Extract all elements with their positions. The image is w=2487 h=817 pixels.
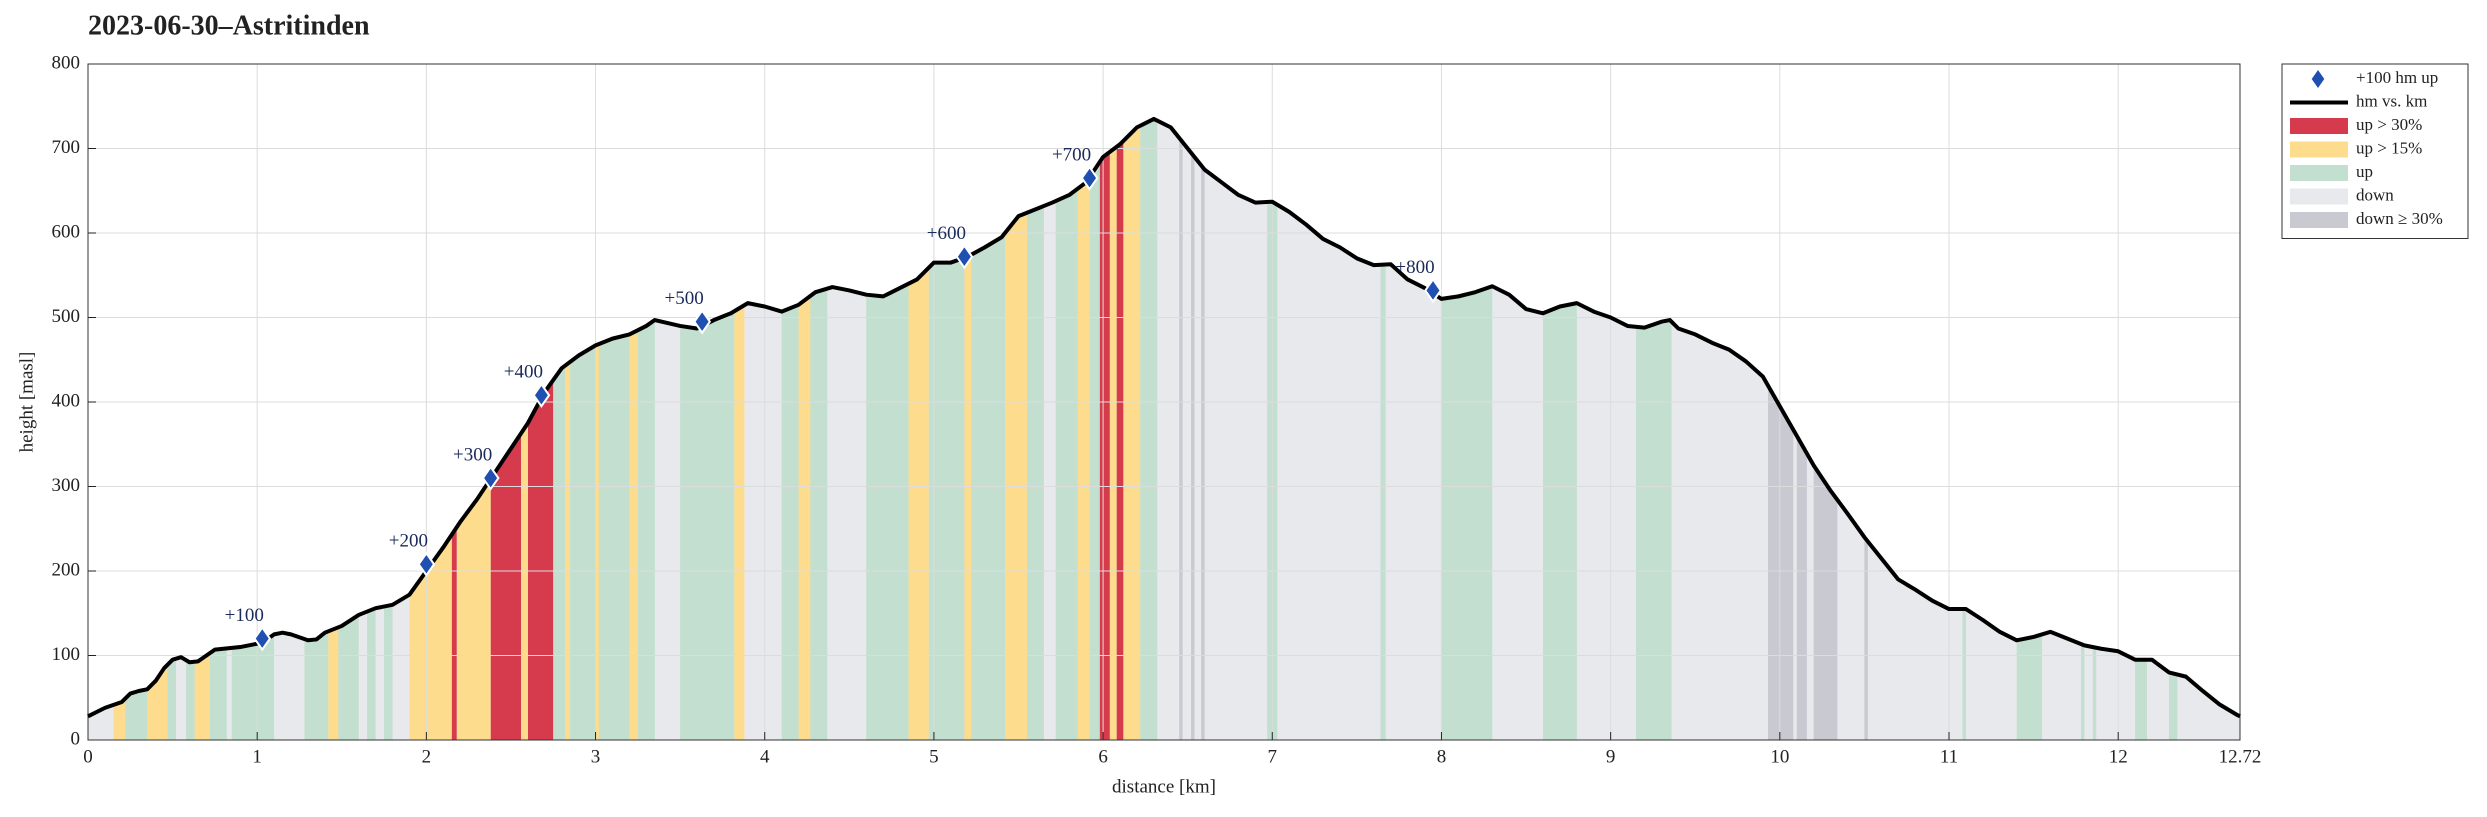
marker — [693, 308, 712, 335]
x-tick-label: 1 — [252, 746, 262, 767]
band — [1089, 118, 1100, 740]
band — [798, 118, 811, 740]
x-tick-label: 6 — [1098, 746, 1108, 767]
band — [1140, 118, 1158, 740]
band — [565, 118, 571, 740]
x-tick-label: 12.72 — [2219, 746, 2262, 767]
band — [553, 118, 566, 740]
legend-label: down — [2356, 185, 2394, 204]
marker-label: +300 — [453, 444, 492, 465]
x-tick-label: 10 — [1770, 746, 1789, 767]
x-tick-label: 11 — [1940, 746, 1958, 767]
band — [1380, 118, 1386, 740]
y-tick-label: 200 — [52, 559, 81, 580]
band — [964, 118, 972, 740]
foreground: 0 1 2 3 4 5 6 7 8 9 10 11 12 12.720100200300400500600… — [52, 52, 2469, 767]
axes-box — [87, 63, 2241, 741]
legend-label: up > 15% — [2356, 138, 2422, 157]
x-tick-label: 5 — [929, 746, 939, 767]
band — [595, 118, 599, 740]
profile-line — [87, 116, 2241, 719]
marker-label: +600 — [927, 223, 966, 244]
x-tick-label: 2 — [422, 746, 432, 767]
y-tick-label: 300 — [52, 475, 81, 496]
band — [1109, 118, 1117, 740]
legend-marker — [2311, 70, 2325, 88]
marker-label: +500 — [665, 288, 704, 309]
legend-label: up > 30% — [2356, 115, 2422, 134]
legend-label: hm vs. km — [2356, 91, 2427, 110]
band — [1201, 118, 1205, 740]
marker-label: +800 — [1395, 257, 1434, 278]
marker — [481, 465, 500, 491]
x-tick-label: 8 — [1437, 746, 1447, 767]
y-tick-label: 400 — [52, 390, 81, 411]
y-axis-label: height [masl] — [16, 352, 37, 453]
marker-label: +200 — [389, 531, 428, 552]
band — [734, 118, 745, 740]
band — [1116, 118, 1124, 740]
legend-swatch — [2290, 212, 2348, 228]
y-tick-label: 500 — [52, 306, 81, 327]
x-axis-label: distance [km] — [1112, 776, 1216, 797]
y-tick-label: 0 — [71, 728, 81, 749]
y-tick-label: 800 — [52, 52, 81, 73]
chart-title: 2023-06-30–Astritinden — [88, 10, 370, 41]
band — [1055, 118, 1078, 740]
y-tick-label: 700 — [52, 137, 81, 158]
marker — [253, 625, 272, 652]
band — [1179, 118, 1183, 740]
marker — [417, 551, 436, 577]
band — [629, 118, 638, 740]
legend-swatch — [2290, 165, 2348, 181]
band — [1026, 118, 1044, 740]
marker — [532, 382, 551, 408]
marker-label: +700 — [1052, 144, 1091, 165]
x-tick-label: 9 — [1606, 746, 1616, 767]
y-tick-label: 100 — [52, 644, 81, 665]
legend-swatch — [2290, 188, 2348, 205]
marker-label: +100 — [225, 605, 264, 626]
legend-label: +100 hm up — [2356, 68, 2438, 87]
legend-swatch — [2290, 141, 2348, 158]
marker — [1424, 277, 1442, 304]
marker — [955, 243, 974, 270]
band — [1191, 118, 1195, 740]
legend-swatch — [2290, 118, 2348, 134]
legend-label: up — [2356, 162, 2373, 181]
legend-label: down ≥ 30% — [2356, 209, 2443, 228]
x-tick-label: 3 — [591, 746, 601, 767]
x-tick-label: 12 — [2109, 746, 2128, 767]
band — [1004, 118, 1027, 740]
marker — [1080, 165, 1099, 191]
y-tick-label: 600 — [52, 221, 81, 242]
x-tick-label: 4 — [760, 746, 770, 767]
x-tick-label: 0 — [83, 746, 93, 767]
band — [1123, 118, 1141, 740]
x-tick-label: 7 — [1268, 746, 1278, 767]
marker-label: +400 — [504, 362, 543, 383]
band — [1099, 118, 1110, 740]
band — [1077, 118, 1090, 740]
